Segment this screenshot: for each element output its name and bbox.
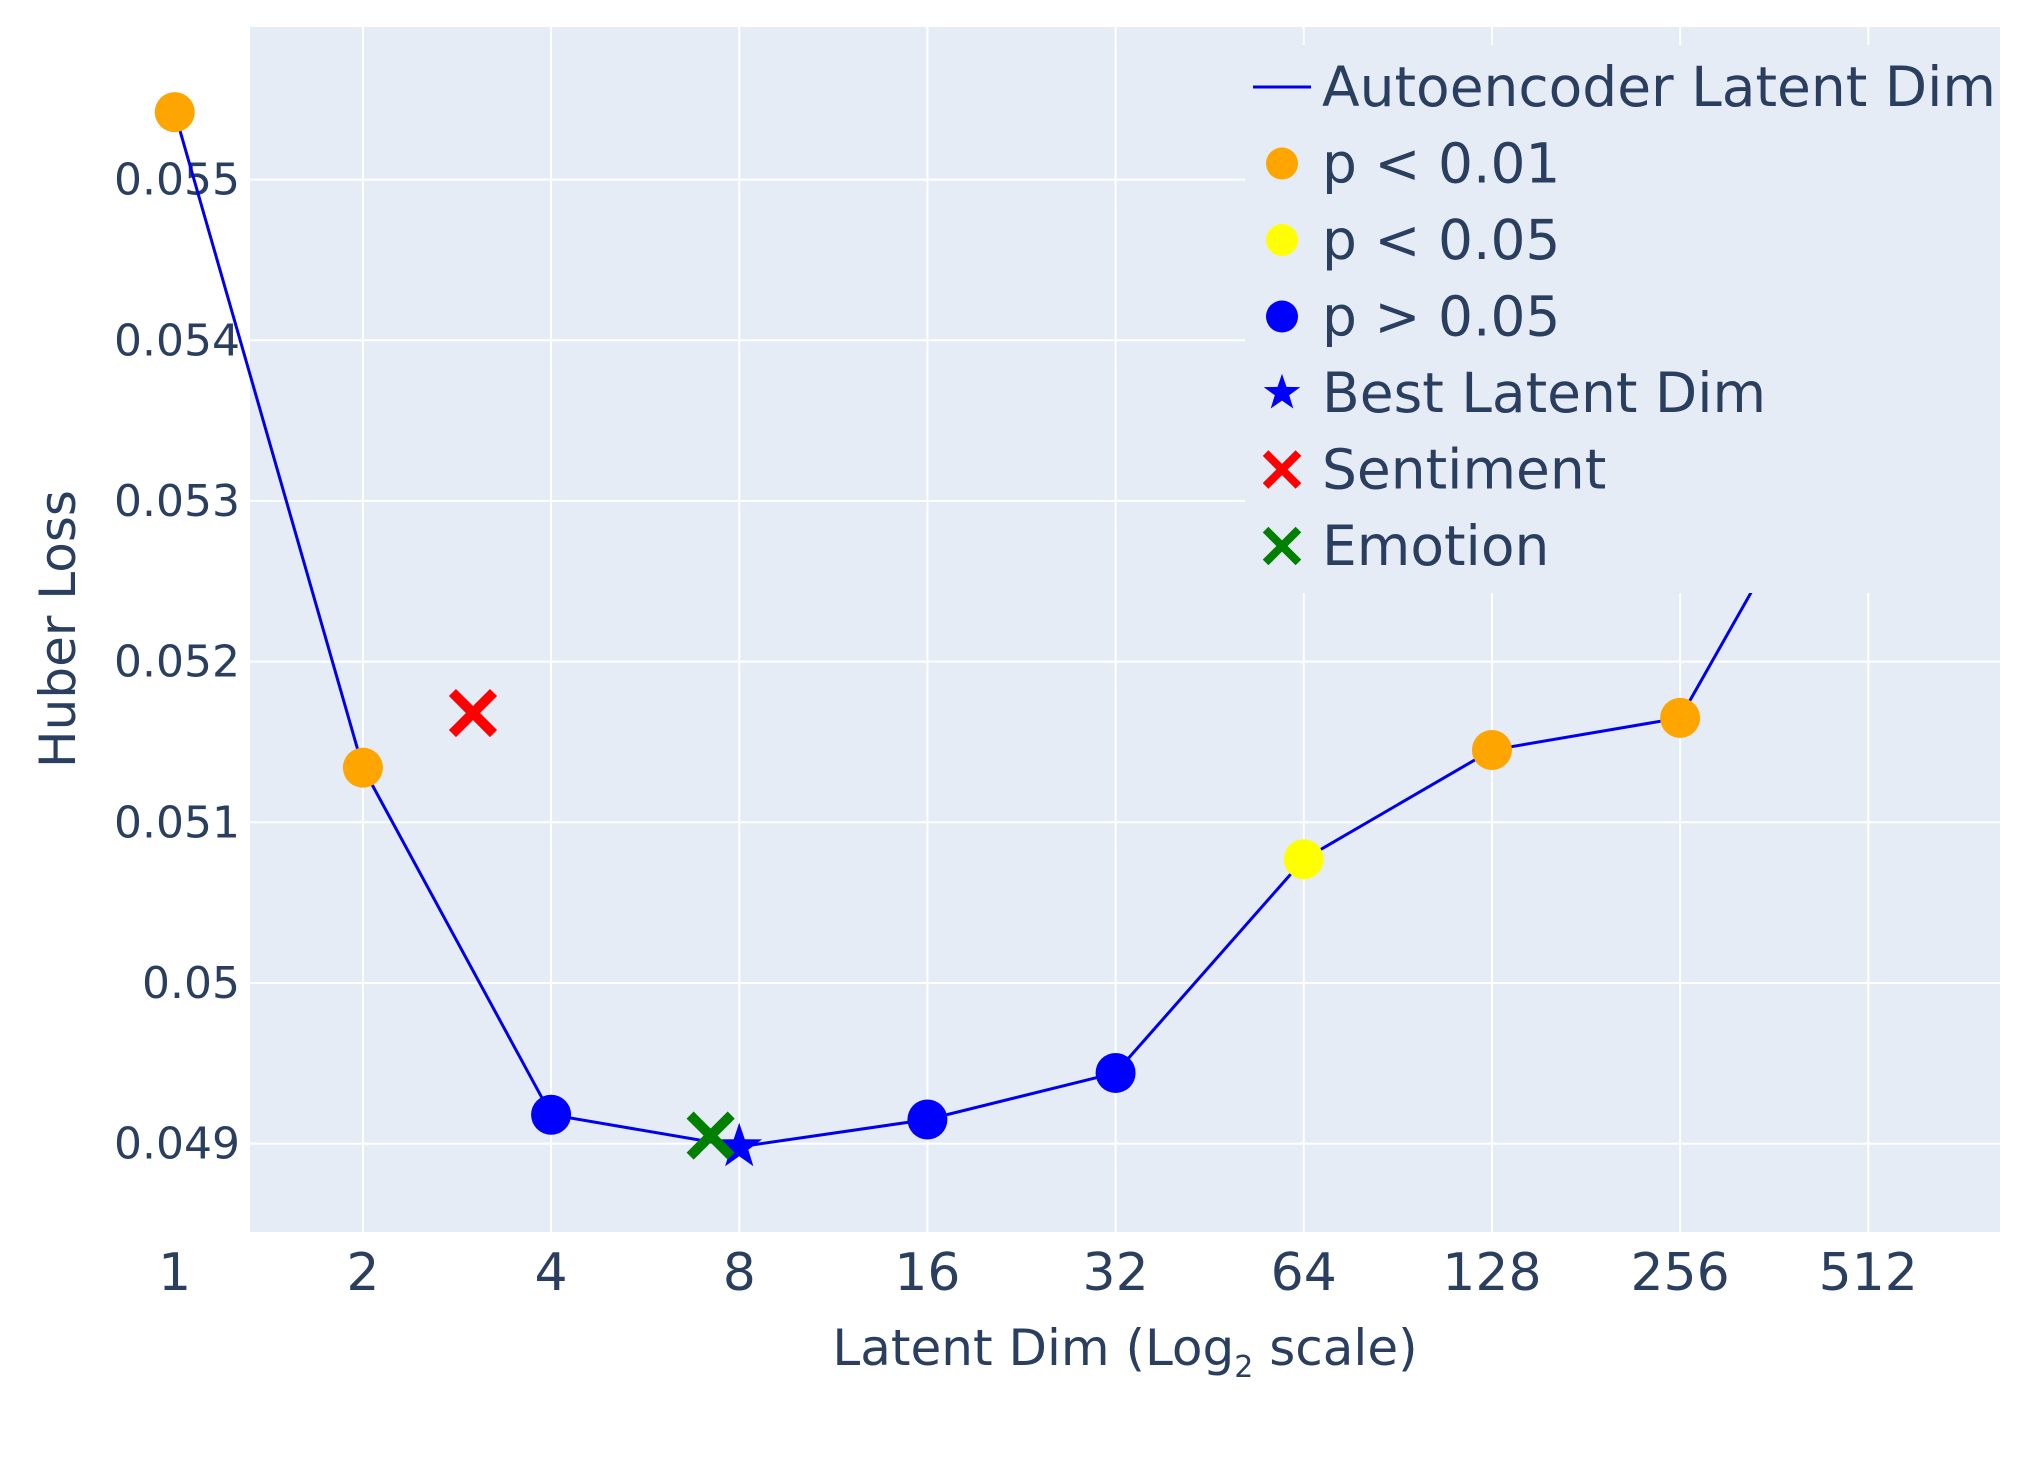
- legend-swatch-emotion: [1262, 526, 1302, 566]
- x-axis-title: Latent Dim (Log2 scale): [832, 1319, 1417, 1385]
- legend-box: [1245, 45, 2000, 593]
- x-tick-label: 1: [158, 1243, 191, 1303]
- x-tick-label: 4: [535, 1243, 568, 1303]
- point-best-latent-dim: [716, 1122, 763, 1167]
- x-tick-label: 256: [1630, 1243, 1729, 1303]
- series-line-autoencoder-latent-dim: [173, 111, 1870, 1149]
- legend-label-p-0-05: p < 0.05: [1322, 208, 1560, 272]
- x-tick-label: 128: [1442, 1243, 1541, 1303]
- point-emotion: [686, 1111, 735, 1160]
- legend-label-p-0-05: p > 0.05: [1322, 285, 1560, 349]
- x-tick-label: 2: [346, 1243, 379, 1303]
- legend-swatch-p-0-05: [1266, 300, 1298, 333]
- legend-swatch-p-0-01: [1266, 147, 1298, 180]
- grid: [173, 27, 2000, 1232]
- y-tick-label: 0.055: [114, 155, 240, 206]
- point-p-0-01: [154, 92, 195, 133]
- legend-label-sentiment: Sentiment: [1322, 438, 1606, 502]
- legend-swatch-sentiment: [1262, 450, 1302, 489]
- y-axis-title: Huber Loss: [29, 490, 87, 768]
- y-tick-label: 0.051: [114, 797, 240, 848]
- legend-label-emotion: Emotion: [1322, 514, 1549, 578]
- y-tick-label: 0.05: [142, 958, 240, 1009]
- legend-swatch-best-latent-dim: [1263, 373, 1301, 409]
- y-tick-label: 0.052: [114, 637, 240, 688]
- point-p-0-05: [531, 1094, 572, 1135]
- legend-label-p-0-01: p < 0.01: [1322, 132, 1560, 196]
- x-tick-label: 512: [1819, 1243, 1918, 1303]
- point-p-0-01: [342, 747, 383, 788]
- point-p-0-05: [1283, 839, 1324, 880]
- x-tick-label: 8: [723, 1243, 756, 1303]
- y-tick-label: 0.054: [114, 315, 240, 366]
- x-axis-ticks: 1 2 4 8 16 32 64 128 256 512: [158, 1243, 1918, 1303]
- point-p-0-05: [1095, 1052, 1136, 1093]
- legend-swatch-p-0-05: [1266, 224, 1298, 256]
- legend-label-autoencoder-latent-dim: Autoencoder Latent Dim: [1322, 55, 1996, 119]
- legend-swatch-sentiment-stroke-b: [1262, 450, 1302, 489]
- legend-swatch-emotion-stroke-b: [1262, 526, 1302, 566]
- x-tick-label: 32: [1083, 1243, 1149, 1303]
- point-sentiment: [448, 688, 498, 738]
- point-p-0-01: [1471, 730, 1512, 770]
- y-tick-label: 0.053: [114, 476, 240, 527]
- legend: Autoencoder Latent Dim p < 0.01 p < 0.05 p …: [1245, 45, 2000, 593]
- legend-label-best-latent-dim: Best Latent Dim: [1322, 361, 1766, 425]
- point-p-0-01: [1660, 697, 1701, 738]
- x-tick-label: 16: [894, 1243, 960, 1303]
- y-tick-label: 0.049: [114, 1119, 240, 1170]
- point-p-0-05: [907, 1099, 948, 1140]
- y-axis-ticks: 0.049 0.05 0.051 0.052 0.053 0.054 0.055: [114, 155, 240, 1170]
- point-emotion-stroke-b: [686, 1111, 735, 1160]
- point-sentiment-stroke-b: [448, 688, 498, 738]
- x-tick-label: 64: [1271, 1243, 1337, 1303]
